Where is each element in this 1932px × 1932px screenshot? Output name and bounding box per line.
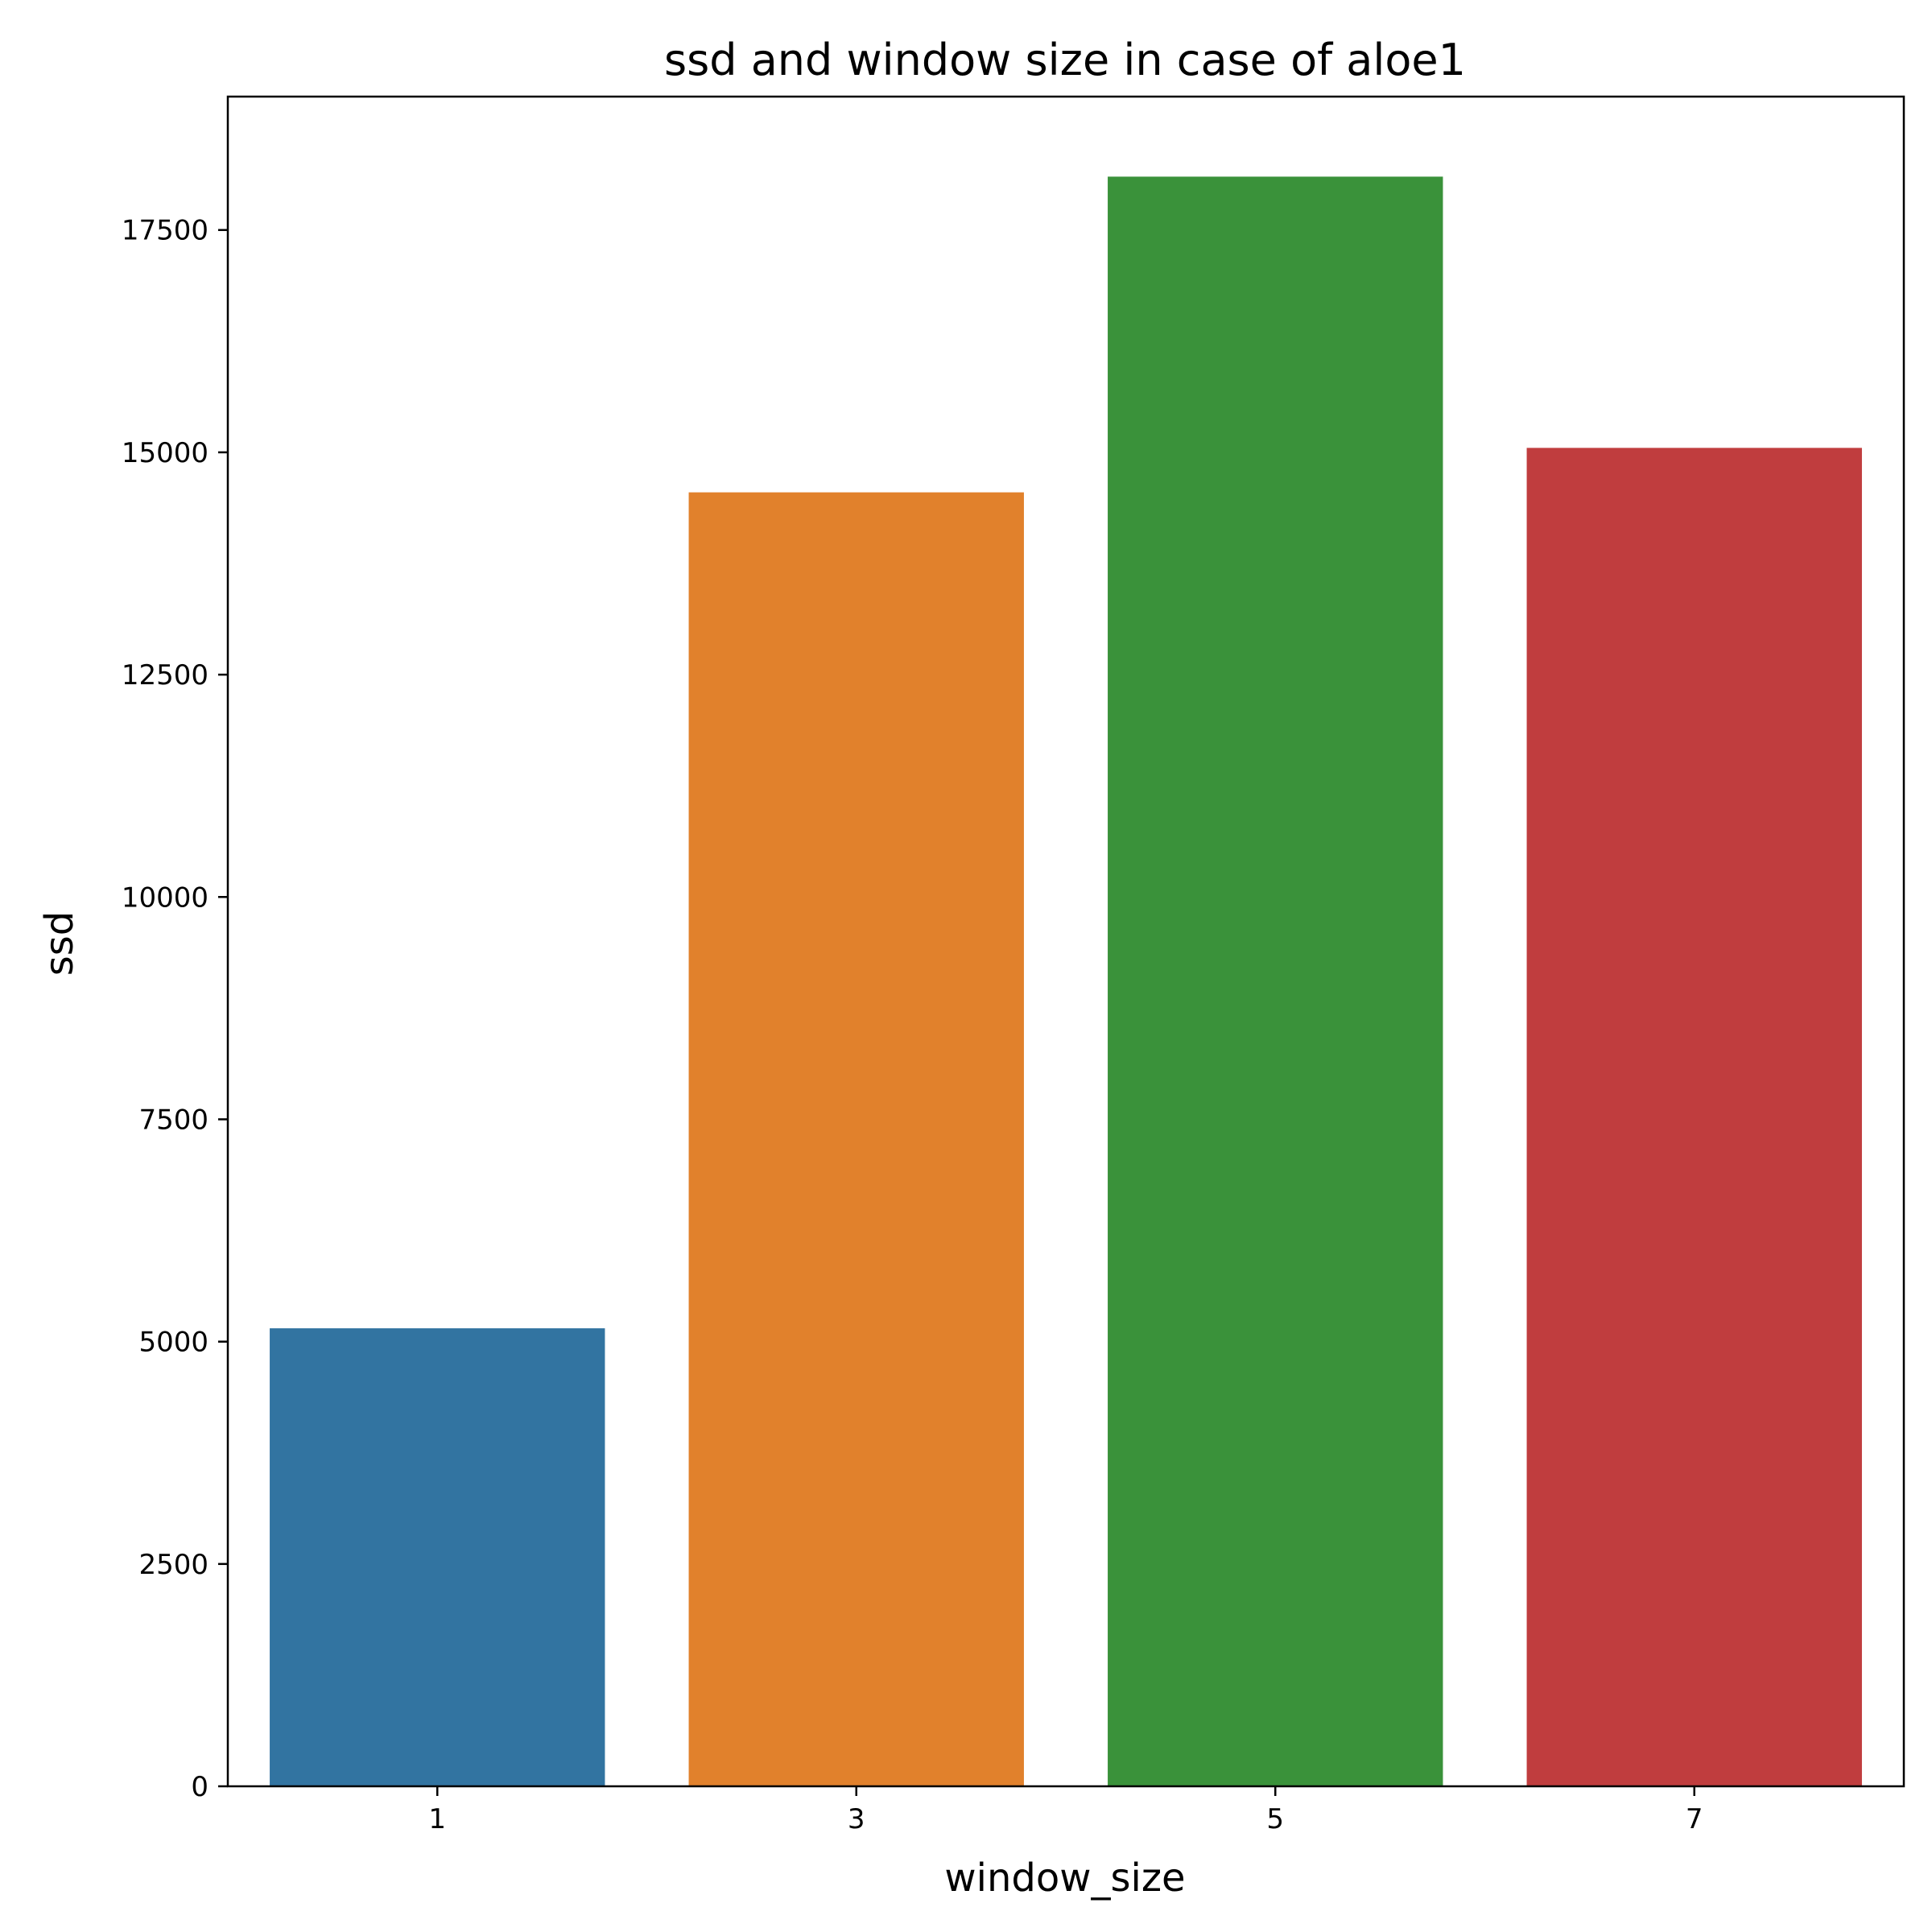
bars-layer: [270, 176, 1862, 1787]
x-axis: 1 3 5 7: [428, 1786, 1703, 1835]
bar-window-size-7: [1526, 448, 1862, 1786]
y-tick-label: 17500: [122, 215, 208, 247]
x-tick-label: 5: [1266, 1803, 1284, 1835]
y-tick-label: 10000: [122, 881, 208, 914]
bar-window-size-5: [1108, 176, 1443, 1787]
y-tick-label: 5000: [138, 1327, 208, 1359]
y-tick-label: 12500: [122, 659, 208, 691]
x-tick-label: 3: [848, 1803, 865, 1835]
y-axis: 0 2500 5000 7500 10000 12500 15000 17500: [122, 215, 228, 1803]
x-tick-label: 7: [1686, 1803, 1703, 1835]
x-axis-label: window_size: [944, 1856, 1185, 1901]
x-tick-label: 1: [428, 1803, 446, 1835]
y-axis-label: ssd: [37, 911, 82, 976]
bar-window-size-3: [688, 492, 1024, 1786]
chart-title: ssd and window size in case of aloe1: [664, 35, 1466, 85]
y-tick-label: 7500: [138, 1104, 208, 1136]
y-tick-label: 2500: [138, 1549, 208, 1581]
y-tick-label: 15000: [122, 437, 208, 469]
plot-frame: [226, 95, 1905, 1788]
y-tick-label: 0: [191, 1771, 208, 1803]
bar-window-size-1: [270, 1328, 605, 1786]
